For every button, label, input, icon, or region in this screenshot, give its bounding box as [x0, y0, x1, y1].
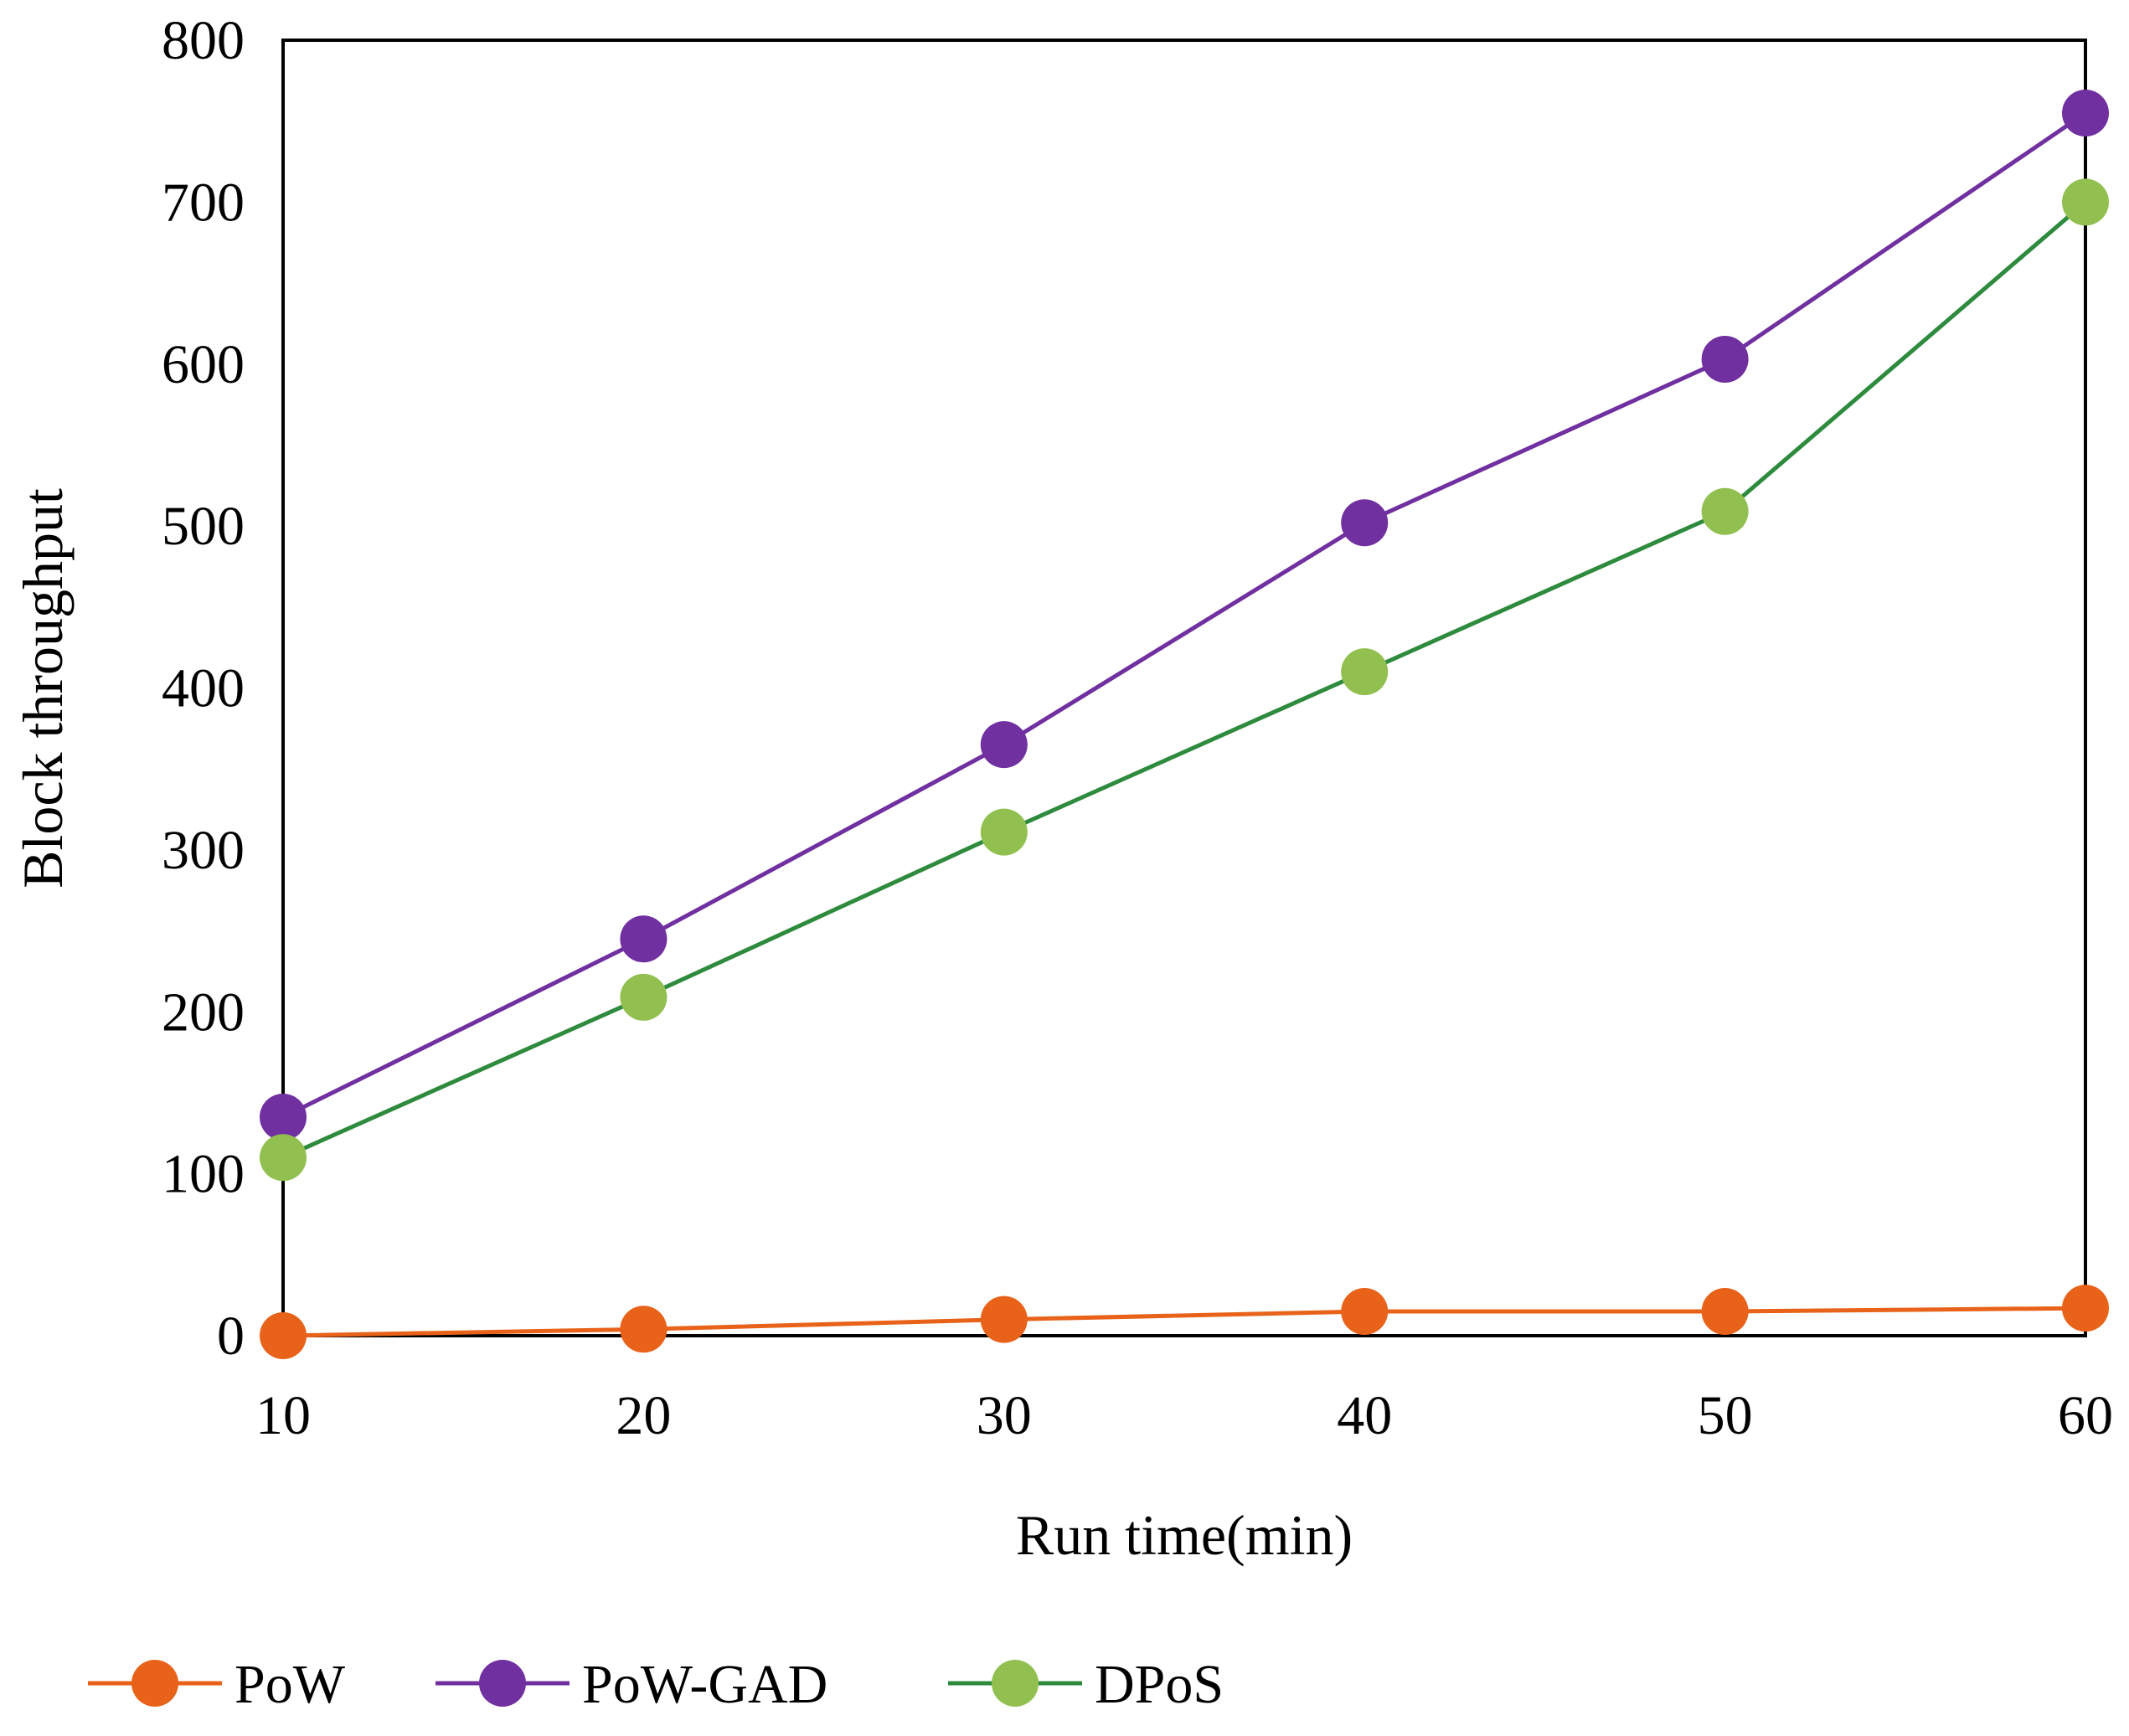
series-line: [281, 200, 2087, 1160]
data-point: [980, 1296, 1028, 1343]
data-point: [2062, 178, 2109, 226]
y-tick-label: 800: [162, 10, 245, 71]
plot-frame: [281, 39, 2087, 1337]
data-point: [1341, 1287, 1389, 1335]
y-tick-label: 100: [162, 1144, 245, 1205]
legend: PoW PoW-GAD DPoS: [88, 1654, 1224, 1715]
data-point: [1341, 648, 1389, 696]
data-point: [260, 1093, 307, 1141]
data-point: [1701, 1287, 1749, 1335]
x-tick-label: 50: [1698, 1385, 1753, 1446]
data-point: [980, 721, 1028, 769]
y-tick-label: 500: [162, 496, 245, 557]
data-point: [2062, 90, 2109, 137]
x-tick-label: 60: [2058, 1385, 2113, 1446]
legend-item: DPoS: [948, 1654, 1224, 1715]
y-axis-title: Block throughput: [11, 488, 75, 889]
y-tick-label: 600: [162, 334, 245, 395]
series-dpos: [260, 178, 2109, 1182]
y-tick-label: 400: [162, 658, 245, 719]
y-tick-label: 0: [217, 1306, 245, 1367]
x-axis-title: Run time(min): [1016, 1503, 1353, 1567]
series-layer: [260, 90, 2109, 1359]
x-tick-labels: 10 20 30 40 50 60: [255, 1385, 2113, 1446]
data-point: [620, 1306, 668, 1353]
legend-label: PoW: [235, 1654, 346, 1715]
y-tick-label: 200: [162, 981, 245, 1043]
data-point: [260, 1134, 307, 1182]
x-tick-label: 40: [1337, 1385, 1392, 1446]
series-pow: [260, 1285, 2109, 1359]
series-line: [282, 1306, 2086, 1338]
legend-marker: [992, 1660, 1039, 1707]
x-tick-label: 30: [977, 1385, 1032, 1446]
y-tick-label: 700: [162, 172, 245, 233]
data-point: [620, 973, 668, 1021]
series-pow-gad: [260, 90, 2109, 1141]
data-point: [1341, 499, 1389, 547]
legend-label: PoW-GAD: [582, 1654, 827, 1715]
data-point: [260, 1312, 307, 1359]
legend-item: PoW-GAD: [436, 1654, 827, 1715]
legend-item: PoW: [88, 1654, 346, 1715]
data-point: [620, 915, 668, 963]
x-tick-label: 10: [255, 1385, 311, 1446]
legend-marker: [479, 1660, 526, 1707]
data-point: [1701, 487, 1749, 535]
data-point: [980, 808, 1028, 856]
y-tick-labels: 0 100 200 300 400 500 600 700 800: [162, 10, 245, 1367]
x-tick-label: 20: [616, 1385, 671, 1446]
series-line: [281, 111, 2087, 1120]
y-tick-label: 300: [162, 820, 245, 881]
legend-marker: [131, 1660, 178, 1707]
data-point: [1701, 335, 1749, 383]
legend-label: DPoS: [1095, 1654, 1224, 1715]
data-point: [2062, 1285, 2109, 1332]
